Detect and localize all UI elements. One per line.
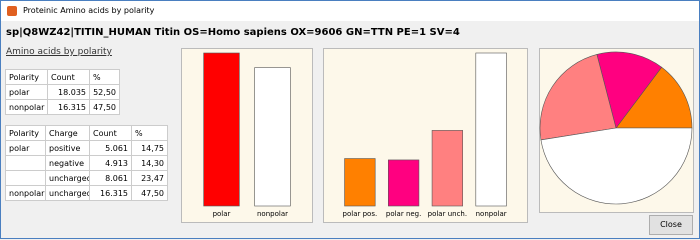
table-cell: 14,75 (131, 140, 168, 156)
x-tick-label: polar unch. (428, 210, 467, 218)
bar-chart: polar nonpolar (181, 48, 313, 223)
table-row: uncharged 8.061 23,47 (5, 170, 168, 186)
table-cell (5, 155, 46, 171)
table-cell: % (89, 69, 120, 85)
table-cell: 16.315 (47, 99, 90, 115)
pie-slice (540, 127, 693, 205)
table-cell: Charge (45, 125, 90, 141)
table-cell: uncharged (45, 170, 90, 186)
table-cell: polar (5, 84, 48, 100)
table-cell: 47,50 (89, 99, 120, 115)
x-tick-label: polar neg. (386, 210, 421, 218)
table-row: nonpolar uncharged 16.315 47,50 (5, 185, 168, 201)
table-cell: 18.035 (47, 84, 90, 100)
x-tick-label: nonpolar (257, 210, 288, 218)
bar (388, 159, 420, 207)
table-cell: uncharged (45, 185, 90, 201)
bar-chart: polar pos. polar neg. polar unch. nonpolar (323, 48, 528, 223)
table-cell: negative (45, 155, 90, 171)
table-cell: 47,50 (131, 185, 168, 201)
section-title: Amino acids by polarity (6, 47, 112, 57)
protein-header: sp|Q8WZ42|TITIN_HUMAN Titin OS=Homo sapi… (6, 27, 460, 38)
pie-slice (539, 54, 617, 141)
plot-background (181, 48, 313, 223)
close-button[interactable]: Close (649, 215, 693, 235)
bar (344, 158, 376, 207)
table-cell: Polarity (5, 125, 46, 141)
bar (254, 67, 291, 207)
app-icon (7, 6, 17, 16)
table-cell: nonpolar (5, 185, 46, 201)
polarity-table: Polarity Count% polar 18.035 52,50 nonpolar 16… (5, 69, 120, 115)
bar (475, 52, 507, 207)
table-row: polar positive 5.061 14,75 (5, 140, 168, 156)
table-cell: 5.061 (89, 140, 132, 156)
table-cell: 16.315 (89, 185, 132, 201)
table-cell: Count (47, 69, 90, 85)
window-title: Proteinic Amino acids by polarity (23, 6, 155, 15)
table-cell: 23,47 (131, 170, 168, 186)
x-tick-label: polar pos. (343, 210, 378, 218)
table-cell: nonpolar (5, 99, 48, 115)
pie-chart (539, 48, 694, 213)
pie-slice (596, 51, 663, 129)
table-cell: 14,30 (131, 155, 168, 171)
x-tick-label: polar (213, 210, 231, 218)
table-row: negative 4.913 14,30 (5, 155, 168, 171)
x-tick-label: nonpolar (476, 210, 507, 218)
bar (431, 130, 463, 207)
bar (203, 52, 240, 207)
charge-table: Polarity Charge Count% polar positive 5.061 14… (5, 125, 168, 201)
table-cell: polar (5, 140, 46, 156)
table-cell (5, 170, 46, 186)
table-cell: 8.061 (89, 170, 132, 186)
table-cell: 52,50 (89, 84, 120, 100)
table-row: nonpolar 16.315 47,50 (5, 99, 120, 115)
table-cell: positive (45, 140, 90, 156)
table-cell: Polarity (5, 69, 48, 85)
table-cell: 4.913 (89, 155, 132, 171)
header-row: Polarity Count% (5, 69, 120, 85)
table-cell: Count (89, 125, 132, 141)
table-row: polar 18.035 52,50 (5, 84, 120, 100)
header-row: Polarity Charge Count% (5, 125, 168, 141)
title-bar: Proteinic Amino acids by polarity (1, 1, 699, 21)
table-cell: % (131, 125, 168, 141)
pie-slice (615, 66, 693, 129)
